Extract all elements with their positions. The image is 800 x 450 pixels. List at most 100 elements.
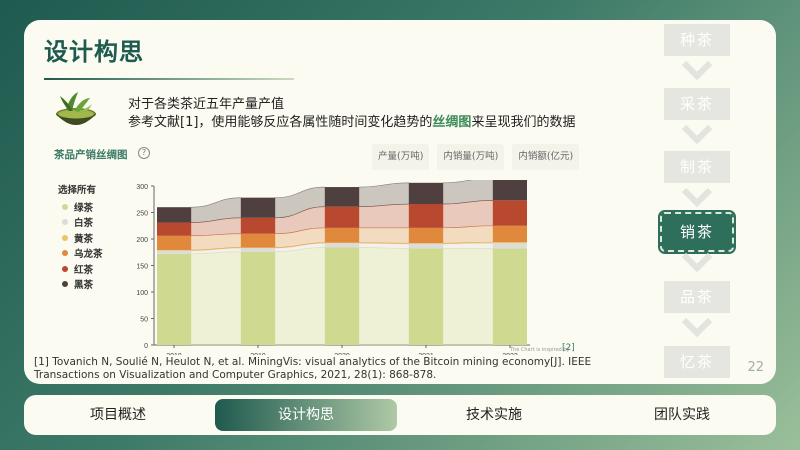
silk-band	[442, 248, 494, 346]
bar	[241, 233, 275, 248]
tab-production[interactable]: 产量(万吨)	[372, 144, 430, 170]
legend-dot	[62, 203, 68, 210]
bar	[325, 227, 359, 243]
legend-label: 乌龙茶	[74, 249, 103, 261]
y-tick-label: 250	[136, 211, 148, 218]
intro-line-2-post: 来呈现我们的数据	[471, 115, 576, 130]
silk-band	[358, 203, 410, 229]
chart-credit-ref[interactable]: [2]	[562, 343, 575, 353]
nav-item-team[interactable]: 团队实践	[654, 407, 710, 423]
nav-item-implementation[interactable]: 技术实施	[466, 407, 522, 423]
bar	[157, 207, 191, 223]
legend-select-all[interactable]: 选择所有	[58, 185, 97, 196]
legend-dot	[62, 250, 68, 257]
legend-item[interactable]: 红茶	[58, 261, 103, 277]
intro-line-1: 对于各类茶近五年产量产值	[128, 97, 285, 112]
silk-band	[442, 225, 494, 244]
bar	[157, 222, 191, 236]
bar	[409, 204, 443, 228]
silk-band	[358, 182, 410, 207]
x-tick-label: 2020	[334, 353, 350, 355]
chart-legend: 选择所有 绿茶 白茶黄茶乌龙茶红茶黑茶	[58, 182, 103, 292]
bar	[157, 250, 191, 254]
silk-band	[358, 227, 410, 244]
step-6[interactable]: 忆茶	[664, 346, 730, 378]
legend-dot	[62, 234, 68, 241]
title-divider	[44, 78, 294, 80]
slide-card: 设计构思 对于各类茶近五年产量产值 参考文献[1]，使用能够反应各属性随时间变化…	[24, 20, 776, 384]
x-tick-label: 2022	[502, 353, 518, 355]
bar	[241, 251, 275, 345]
bar	[493, 200, 527, 226]
page-number: 22	[747, 360, 764, 375]
y-tick-label: 0	[144, 343, 148, 350]
silk-band	[190, 233, 242, 251]
bar	[325, 206, 359, 228]
bar	[241, 197, 275, 218]
tea-bowl-icon	[56, 92, 96, 125]
legend-item[interactable]: 乌龙茶	[58, 246, 103, 262]
legend-item[interactable]: 白茶	[58, 215, 103, 231]
intro-highlight: 丝绸图	[432, 115, 472, 130]
chart-credit: The Chart is inspired by	[510, 347, 570, 353]
legend-item[interactable]: 黄茶	[58, 230, 103, 246]
help-icon[interactable]: ?	[138, 147, 150, 159]
bar	[409, 243, 443, 249]
silk-band	[358, 247, 410, 346]
legend-dot	[62, 265, 68, 272]
silk-band	[190, 251, 242, 346]
bar	[157, 250, 191, 251]
bar	[325, 187, 359, 207]
step-4[interactable]: 销茶	[658, 210, 736, 254]
tab-domestic-volume[interactable]: 内销量(万吨)	[437, 144, 505, 170]
legend-label: 红茶	[74, 264, 94, 276]
step-2[interactable]: 采茶	[664, 88, 730, 120]
intro-line-2: 参考文献[1]，使用能够反应各属性随时间变化趋势的丝绸图来呈现我们的数据	[128, 114, 575, 132]
bar	[409, 243, 443, 244]
silk-band	[274, 247, 326, 346]
y-tick-label: 200	[136, 237, 148, 244]
bar	[325, 242, 359, 244]
chevron-down-icon	[682, 252, 712, 273]
bar	[157, 235, 191, 251]
y-tick-label: 100	[136, 290, 148, 297]
bar	[409, 227, 443, 244]
chart-tabs: 产量(万吨) 内销量(万吨) 内销额(亿元)	[372, 144, 587, 170]
y-tick-label: 300	[136, 184, 148, 191]
tab-domestic-revenue[interactable]: 内销额(亿元)	[512, 144, 580, 170]
legend-label: 绿茶	[74, 202, 94, 214]
intro-line-2-pre: 参考文献[1]，使用能够反应各属性随时间变化趋势的	[128, 115, 433, 130]
silk-chart: 0 50 100 150 200 250 300 2018 2019 2020 2021 2022	[136, 180, 530, 355]
bottom-nav: 项目概述 设计构思 技术实施 团队实践	[24, 395, 776, 435]
step-5[interactable]: 品茶	[664, 281, 730, 313]
legend-item[interactable]: 黑茶	[58, 277, 103, 293]
step-3[interactable]: 制茶	[664, 151, 730, 183]
bar	[493, 180, 527, 201]
legend-label: 黑茶	[74, 280, 94, 292]
bar	[325, 247, 359, 345]
reference-text: [1] Tovanich N, Soulié N, Heulot N, et a…	[34, 356, 592, 381]
silk-band	[442, 200, 494, 229]
page-title: 设计构思	[44, 38, 144, 66]
chevron-down-icon	[682, 124, 712, 145]
bar	[409, 182, 443, 205]
chart-title: 茶品产销丝绸图	[54, 149, 128, 161]
nav-item-design[interactable]: 设计构思	[215, 399, 397, 431]
bar	[493, 225, 527, 243]
legend-dot	[62, 219, 68, 226]
bar	[493, 242, 527, 244]
legend-label: 黄茶	[74, 233, 94, 245]
legend-item[interactable]: 绿茶	[58, 199, 103, 215]
bar	[325, 243, 359, 248]
y-tick-label: 150	[136, 264, 148, 271]
x-tick-label: 2019	[250, 353, 266, 355]
bar	[241, 247, 275, 249]
x-tick-label: 2021	[418, 353, 434, 355]
chevron-down-icon	[682, 60, 712, 81]
silk-band	[442, 180, 494, 205]
step-1[interactable]: 种茶	[664, 24, 730, 56]
bar	[241, 248, 275, 252]
bar	[493, 243, 527, 249]
bar	[241, 217, 275, 234]
nav-item-overview[interactable]: 项目概述	[90, 407, 146, 423]
